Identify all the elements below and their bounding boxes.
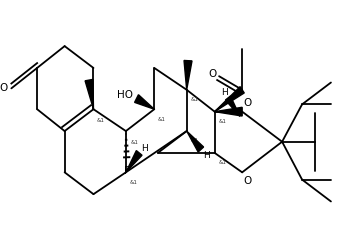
- Text: &1: &1: [130, 180, 137, 185]
- Text: &1: &1: [190, 138, 198, 143]
- Text: O: O: [208, 69, 216, 79]
- Text: H: H: [221, 88, 228, 97]
- Text: &1: &1: [130, 140, 138, 145]
- Polygon shape: [187, 131, 203, 152]
- Text: &1: &1: [97, 118, 105, 123]
- Polygon shape: [215, 87, 244, 112]
- Text: H: H: [141, 144, 148, 153]
- Text: O: O: [243, 176, 252, 186]
- Polygon shape: [184, 60, 192, 90]
- Polygon shape: [226, 96, 240, 116]
- Text: O: O: [243, 98, 252, 108]
- Text: H: H: [203, 151, 210, 160]
- Text: &1: &1: [191, 97, 199, 102]
- Polygon shape: [215, 107, 242, 116]
- Text: &1: &1: [218, 160, 226, 165]
- Text: &1: &1: [158, 116, 166, 121]
- Text: &1: &1: [218, 119, 226, 124]
- Polygon shape: [85, 79, 93, 109]
- Polygon shape: [135, 95, 154, 109]
- Polygon shape: [126, 151, 142, 172]
- Text: O: O: [0, 83, 8, 93]
- Text: HO: HO: [117, 90, 134, 100]
- Text: F: F: [124, 166, 130, 176]
